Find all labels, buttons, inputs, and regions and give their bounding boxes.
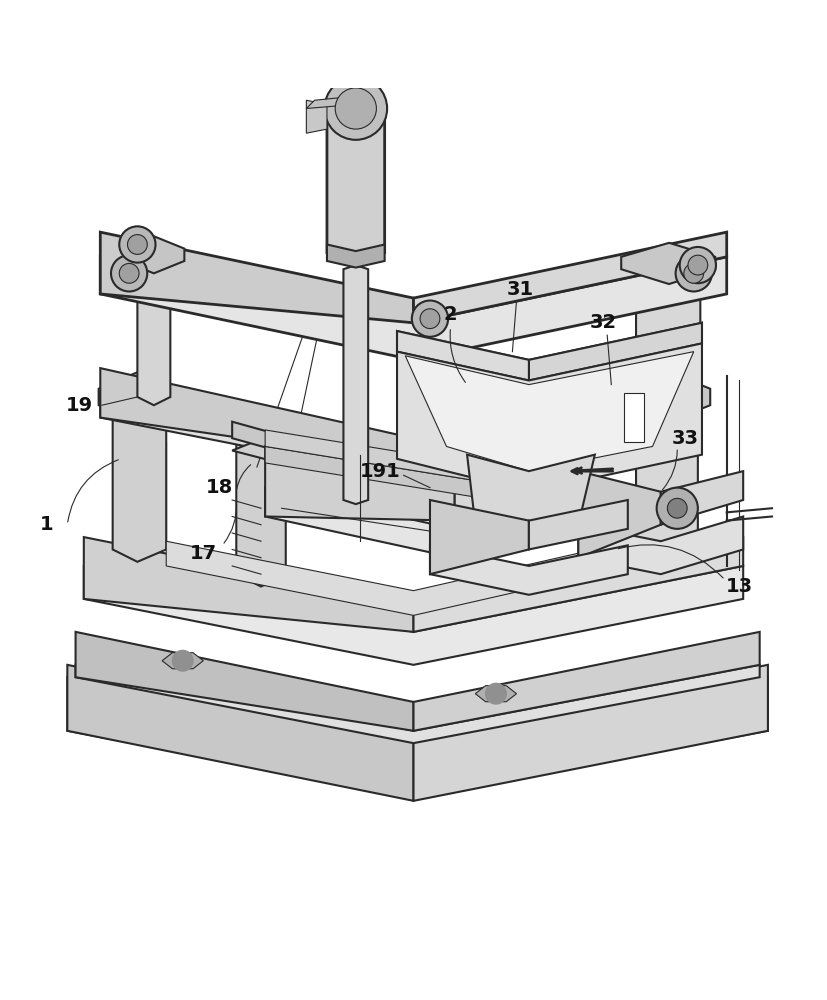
Polygon shape xyxy=(636,389,698,562)
Polygon shape xyxy=(578,516,743,574)
Polygon shape xyxy=(100,257,727,360)
FancyArrowPatch shape xyxy=(237,465,251,489)
Polygon shape xyxy=(265,446,595,516)
Circle shape xyxy=(412,301,448,337)
Polygon shape xyxy=(529,500,628,549)
Circle shape xyxy=(688,255,708,275)
Circle shape xyxy=(684,263,704,283)
Circle shape xyxy=(119,226,155,263)
Polygon shape xyxy=(100,393,595,479)
Polygon shape xyxy=(232,422,455,500)
FancyArrowPatch shape xyxy=(68,460,118,522)
Circle shape xyxy=(111,255,147,291)
Polygon shape xyxy=(67,665,414,801)
Circle shape xyxy=(676,255,712,291)
Text: 31: 31 xyxy=(507,280,534,299)
Polygon shape xyxy=(578,471,661,558)
Polygon shape xyxy=(397,323,702,380)
Polygon shape xyxy=(661,471,743,525)
Polygon shape xyxy=(430,500,529,574)
Circle shape xyxy=(127,235,147,254)
Polygon shape xyxy=(397,331,529,380)
FancyArrowPatch shape xyxy=(662,450,677,490)
Text: 18: 18 xyxy=(206,478,233,497)
Polygon shape xyxy=(467,455,595,537)
Polygon shape xyxy=(265,488,595,558)
Polygon shape xyxy=(232,434,496,508)
Circle shape xyxy=(657,488,698,529)
Polygon shape xyxy=(265,430,595,500)
Polygon shape xyxy=(137,249,170,405)
Circle shape xyxy=(667,498,687,518)
Polygon shape xyxy=(430,545,628,595)
Bar xyxy=(624,393,644,442)
Circle shape xyxy=(119,226,155,263)
Circle shape xyxy=(335,88,376,129)
Polygon shape xyxy=(455,455,595,521)
Polygon shape xyxy=(327,244,385,268)
Polygon shape xyxy=(414,665,768,801)
Polygon shape xyxy=(100,368,414,463)
Polygon shape xyxy=(405,352,694,471)
Polygon shape xyxy=(166,541,595,615)
Polygon shape xyxy=(75,632,414,731)
Circle shape xyxy=(111,255,147,291)
Circle shape xyxy=(412,301,448,337)
Polygon shape xyxy=(621,243,715,284)
FancyArrowPatch shape xyxy=(224,503,237,543)
Polygon shape xyxy=(343,265,368,504)
Text: 32: 32 xyxy=(590,313,617,332)
Polygon shape xyxy=(162,653,203,669)
Polygon shape xyxy=(84,566,743,665)
Polygon shape xyxy=(414,232,727,323)
FancyArrowPatch shape xyxy=(618,545,723,578)
Polygon shape xyxy=(306,96,356,108)
Polygon shape xyxy=(265,446,455,521)
Polygon shape xyxy=(306,100,327,133)
Polygon shape xyxy=(237,422,286,587)
Polygon shape xyxy=(397,343,702,492)
Text: 19: 19 xyxy=(66,396,93,415)
Text: 33: 33 xyxy=(672,429,699,448)
Circle shape xyxy=(676,255,712,291)
Polygon shape xyxy=(100,232,414,323)
Polygon shape xyxy=(636,253,700,409)
Circle shape xyxy=(172,650,193,671)
Polygon shape xyxy=(624,372,710,422)
Circle shape xyxy=(119,263,139,283)
Polygon shape xyxy=(67,677,768,797)
Circle shape xyxy=(324,77,387,140)
Polygon shape xyxy=(414,537,743,632)
Circle shape xyxy=(485,683,506,704)
Text: 2: 2 xyxy=(444,305,457,324)
Polygon shape xyxy=(123,236,184,273)
FancyArrowPatch shape xyxy=(450,330,466,382)
Polygon shape xyxy=(414,632,760,731)
Polygon shape xyxy=(529,323,702,380)
Polygon shape xyxy=(112,389,166,562)
Polygon shape xyxy=(75,665,760,743)
Text: 13: 13 xyxy=(725,577,753,596)
Text: 191: 191 xyxy=(360,462,401,481)
Circle shape xyxy=(680,247,716,283)
Polygon shape xyxy=(476,686,517,702)
Text: 17: 17 xyxy=(189,544,217,563)
Circle shape xyxy=(420,309,440,329)
Text: 1: 1 xyxy=(40,515,54,534)
Polygon shape xyxy=(84,537,414,632)
Polygon shape xyxy=(224,405,298,455)
Polygon shape xyxy=(327,108,385,257)
Polygon shape xyxy=(98,372,179,422)
